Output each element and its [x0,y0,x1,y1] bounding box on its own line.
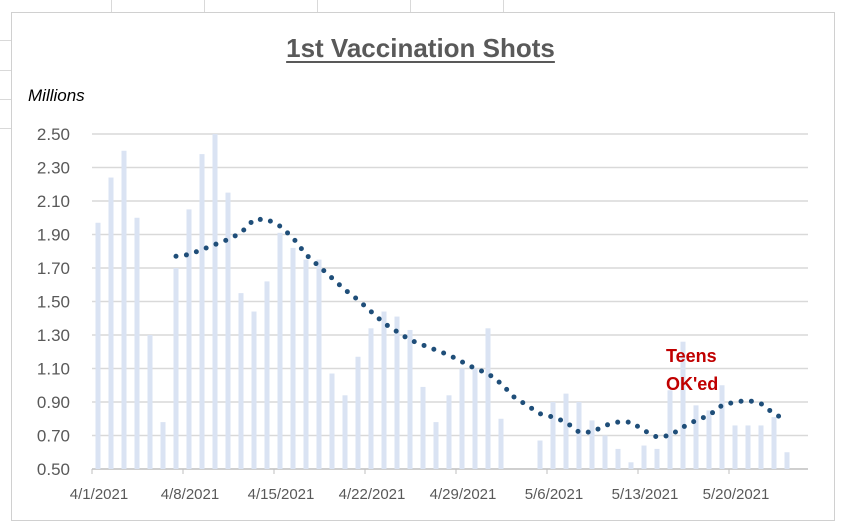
moving-average-trend-line [173,216,790,440]
x-tick-label: 4/1/2021 [70,486,128,503]
sheet-gridline [111,0,112,13]
bar-5-6 [550,402,556,469]
teens-annotation-line: Teens [666,346,717,366]
bar-5-8 [576,402,582,469]
sheet-gridline [0,70,12,71]
bar-4-12 [238,293,244,469]
bar-4-30 [472,368,478,469]
y-tick-label: 1.10 [37,360,70,379]
bar-4-27 [433,422,439,469]
bar-4-9 [199,154,205,469]
bar-5-24 [784,452,790,469]
bar-5-21 [745,425,751,469]
bar-4-21 [355,356,361,469]
sheet-gridline [0,128,12,129]
chart-title-text: 1st Vaccination Shots [286,33,555,63]
bar-5-10 [602,435,608,469]
bar-5-9 [589,420,595,469]
bar-4-7 [173,268,179,469]
bar-4-28 [446,395,452,469]
bar-4-24 [394,316,400,469]
bar-4-25 [407,329,413,469]
bar-4-17 [303,259,309,469]
bar-5-2 [498,418,504,469]
bar-4-19 [329,373,335,469]
x-tick-label: 4/15/2021 [248,486,315,503]
bar-4-20 [342,395,348,469]
y-tick-label: 2.30 [37,159,70,178]
y-tick-label: 0.70 [37,427,70,446]
y-tick-label: 1.50 [37,293,70,312]
y-tick-label: 0.90 [37,393,70,412]
sheet-gridline [503,0,504,13]
bar-5-7 [563,393,569,469]
teens-annotation-line: OK'ed [666,374,718,394]
sheet-gridline [317,0,318,13]
y-tick-label: 2.50 [37,125,70,144]
chart-title: 1st Vaccination Shots [0,33,841,64]
bar-5-15 [667,390,673,469]
bar-4-11 [225,192,231,469]
bar-5-16 [680,341,686,469]
bar-5-17 [693,405,699,469]
bar-4-14 [264,281,270,469]
y-tick-label: 1.70 [37,259,70,278]
bar-5-20 [732,425,738,469]
bar-5-13 [641,445,647,469]
bar-4-16 [290,247,296,469]
bar-5-23 [771,417,777,469]
bar-4-1 [95,222,101,469]
bar-5-14 [654,448,660,469]
bar-4-10 [212,134,218,469]
bar-4-6 [160,422,166,469]
bar-4-13 [251,311,257,469]
x-tick-label: 4/29/2021 [430,486,497,503]
bar-4-15 [277,232,283,469]
sheet-gridline [204,0,205,13]
bar-5-12 [628,462,634,469]
x-tick-label: 5/20/2021 [703,486,770,503]
x-tick-label: 5/13/2021 [612,486,679,503]
bar-4-5 [147,335,153,469]
x-tick-label: 5/6/2021 [525,486,583,503]
bar-4-8 [186,209,192,469]
bar-4-4 [134,217,140,469]
bar-5-22 [758,425,764,469]
bar-5-19 [719,385,725,469]
y-tick-label: 0.50 [37,460,70,479]
bar-4-29 [459,368,465,469]
bar-4-2 [108,177,114,470]
bar-4-3 [121,150,127,469]
sheet-gridline [0,99,12,100]
bar-5-5 [537,440,543,469]
bar-4-26 [420,386,426,469]
y-tick-label: 1.90 [37,226,70,245]
x-tick-label: 4/8/2021 [161,486,219,503]
bar-5-18 [706,410,712,469]
y-tick-label: 2.10 [37,192,70,211]
bar-5-11 [615,448,621,469]
y-axis-unit-label: Millions [28,86,85,105]
bar-4-22 [368,328,374,469]
sheet-gridline [410,0,411,13]
bar-5-1 [485,328,491,469]
y-tick-label: 1.30 [37,326,70,345]
sheet-gridline [0,40,12,41]
bar-4-23 [381,311,387,469]
x-tick-label: 4/22/2021 [339,486,406,503]
bar-4-18 [316,259,322,469]
